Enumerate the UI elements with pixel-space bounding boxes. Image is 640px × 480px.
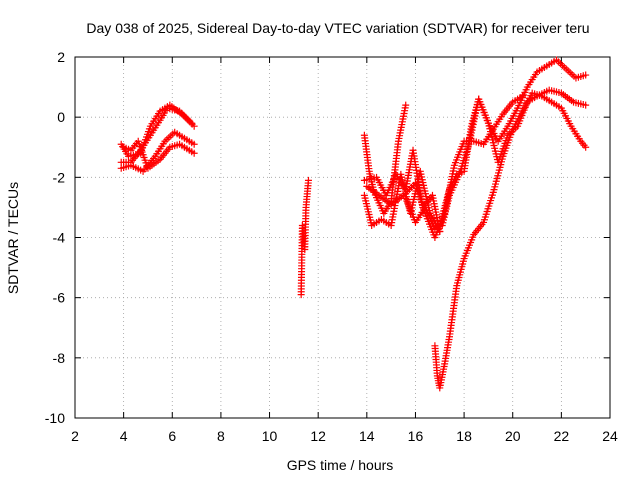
data-point: [402, 101, 410, 109]
x-tick-label: 16: [408, 428, 424, 444]
x-tick-label: 12: [310, 428, 326, 444]
series-arc-5: [297, 176, 312, 299]
y-tick-label: 2: [57, 49, 65, 65]
y-tick-label: -10: [45, 410, 65, 426]
x-tick-label: 2: [71, 428, 79, 444]
x-axis-label: GPS time / hours: [287, 457, 394, 473]
data-point: [190, 122, 198, 130]
y-tick-label: 0: [57, 109, 65, 125]
data-point: [582, 101, 590, 109]
y-tick-label: -8: [53, 350, 66, 366]
x-tick-label: 18: [456, 428, 472, 444]
x-tick-label: 22: [554, 428, 570, 444]
data-point: [190, 140, 198, 148]
x-tick-label: 4: [120, 428, 128, 444]
x-tick-label: 8: [217, 428, 225, 444]
y-tick-label: -4: [53, 230, 66, 246]
chart-title: Day 038 of 2025, Sidereal Day-to-day VTE…: [86, 20, 589, 36]
x-tick-label: 14: [359, 428, 375, 444]
series-arc-12: [438, 56, 590, 220]
series-arc-11: [431, 89, 590, 392]
data-point: [582, 71, 590, 79]
series-arc-1: [117, 128, 198, 175]
x-tick-label: 20: [505, 428, 521, 444]
x-tick-label: 24: [602, 428, 618, 444]
x-axis: 2 4 6 8 10 12 14 16 18 20 22 24: [71, 57, 618, 444]
x-tick-label: 6: [168, 428, 176, 444]
data-point: [190, 149, 198, 157]
y-axis: 2 0 -2 -4 -6 -8 -10: [45, 49, 610, 426]
y-tick-label: -2: [53, 169, 66, 185]
data-point: [582, 143, 590, 151]
series-layer: [117, 56, 590, 392]
y-tick-label: -6: [53, 290, 66, 306]
grid: [75, 57, 610, 418]
data-point: [304, 176, 312, 184]
series-arc-4: [120, 137, 198, 172]
y-axis-label: SDTVAR / TECUs: [5, 182, 21, 294]
x-tick-label: 10: [262, 428, 278, 444]
